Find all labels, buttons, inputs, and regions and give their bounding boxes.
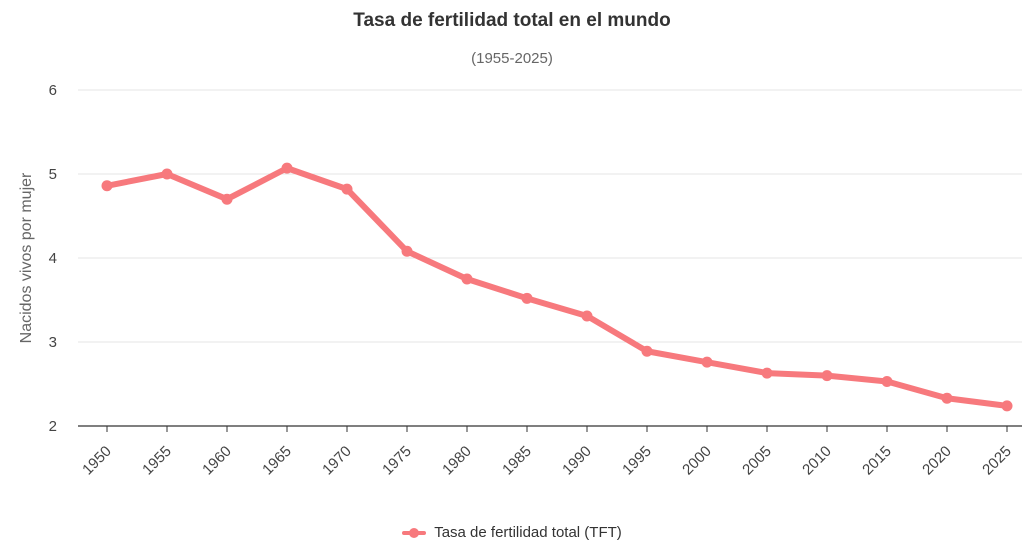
legend-label: Tasa de fertilidad total (TFT) (434, 524, 622, 541)
data-point (221, 193, 233, 205)
data-point (101, 180, 113, 192)
x-tick-label: 1950 (79, 443, 115, 479)
x-tick-label: 1955 (139, 443, 175, 479)
legend-swatch-icon (402, 527, 427, 539)
y-axis-label: Nacidos vivos por mujer (18, 172, 35, 343)
x-tick-label: 1980 (439, 443, 475, 479)
data-point (761, 367, 773, 379)
x-tick-label: 1970 (319, 443, 355, 479)
data-point (161, 168, 173, 180)
data-point (641, 345, 653, 357)
x-tick-label: 1975 (379, 443, 415, 479)
data-point (281, 162, 293, 174)
y-tick-label: 2 (49, 418, 57, 435)
x-tick-label: 1965 (259, 443, 295, 479)
chart-title: Tasa de fertilidad total en el mundo (353, 10, 671, 31)
data-point (701, 356, 713, 368)
data-point (521, 292, 533, 304)
x-tick-label: 1995 (619, 443, 655, 479)
x-tick-label: 2010 (799, 443, 835, 479)
legend-item[interactable]: Tasa de fertilidad total (TFT) (402, 524, 622, 541)
legend: Tasa de fertilidad total (TFT) (0, 524, 1024, 543)
x-tick-label: 2000 (679, 443, 715, 479)
data-point (581, 310, 593, 322)
data-point (821, 370, 833, 382)
x-tick-label: 2015 (859, 443, 895, 479)
data-point (881, 375, 893, 387)
chart-subtitle: (1955-2025) (471, 50, 553, 67)
x-tick-label: 2020 (919, 443, 955, 479)
x-tick-label: 1985 (499, 443, 535, 479)
y-tick-label: 3 (49, 334, 57, 351)
x-tick-label: 2025 (979, 443, 1015, 479)
data-point (401, 245, 413, 257)
data-point (461, 273, 473, 285)
y-tick-label: 5 (49, 166, 57, 183)
data-point (941, 392, 953, 404)
data-point (341, 183, 353, 195)
x-tick-label: 1990 (559, 443, 595, 479)
data-point (1001, 400, 1013, 412)
x-tick-label: 1960 (199, 443, 235, 479)
series-line (104, 165, 1010, 409)
y-tick-label: 6 (49, 82, 57, 99)
x-tick-label: 2005 (739, 443, 775, 479)
y-tick-label: 4 (49, 250, 57, 267)
